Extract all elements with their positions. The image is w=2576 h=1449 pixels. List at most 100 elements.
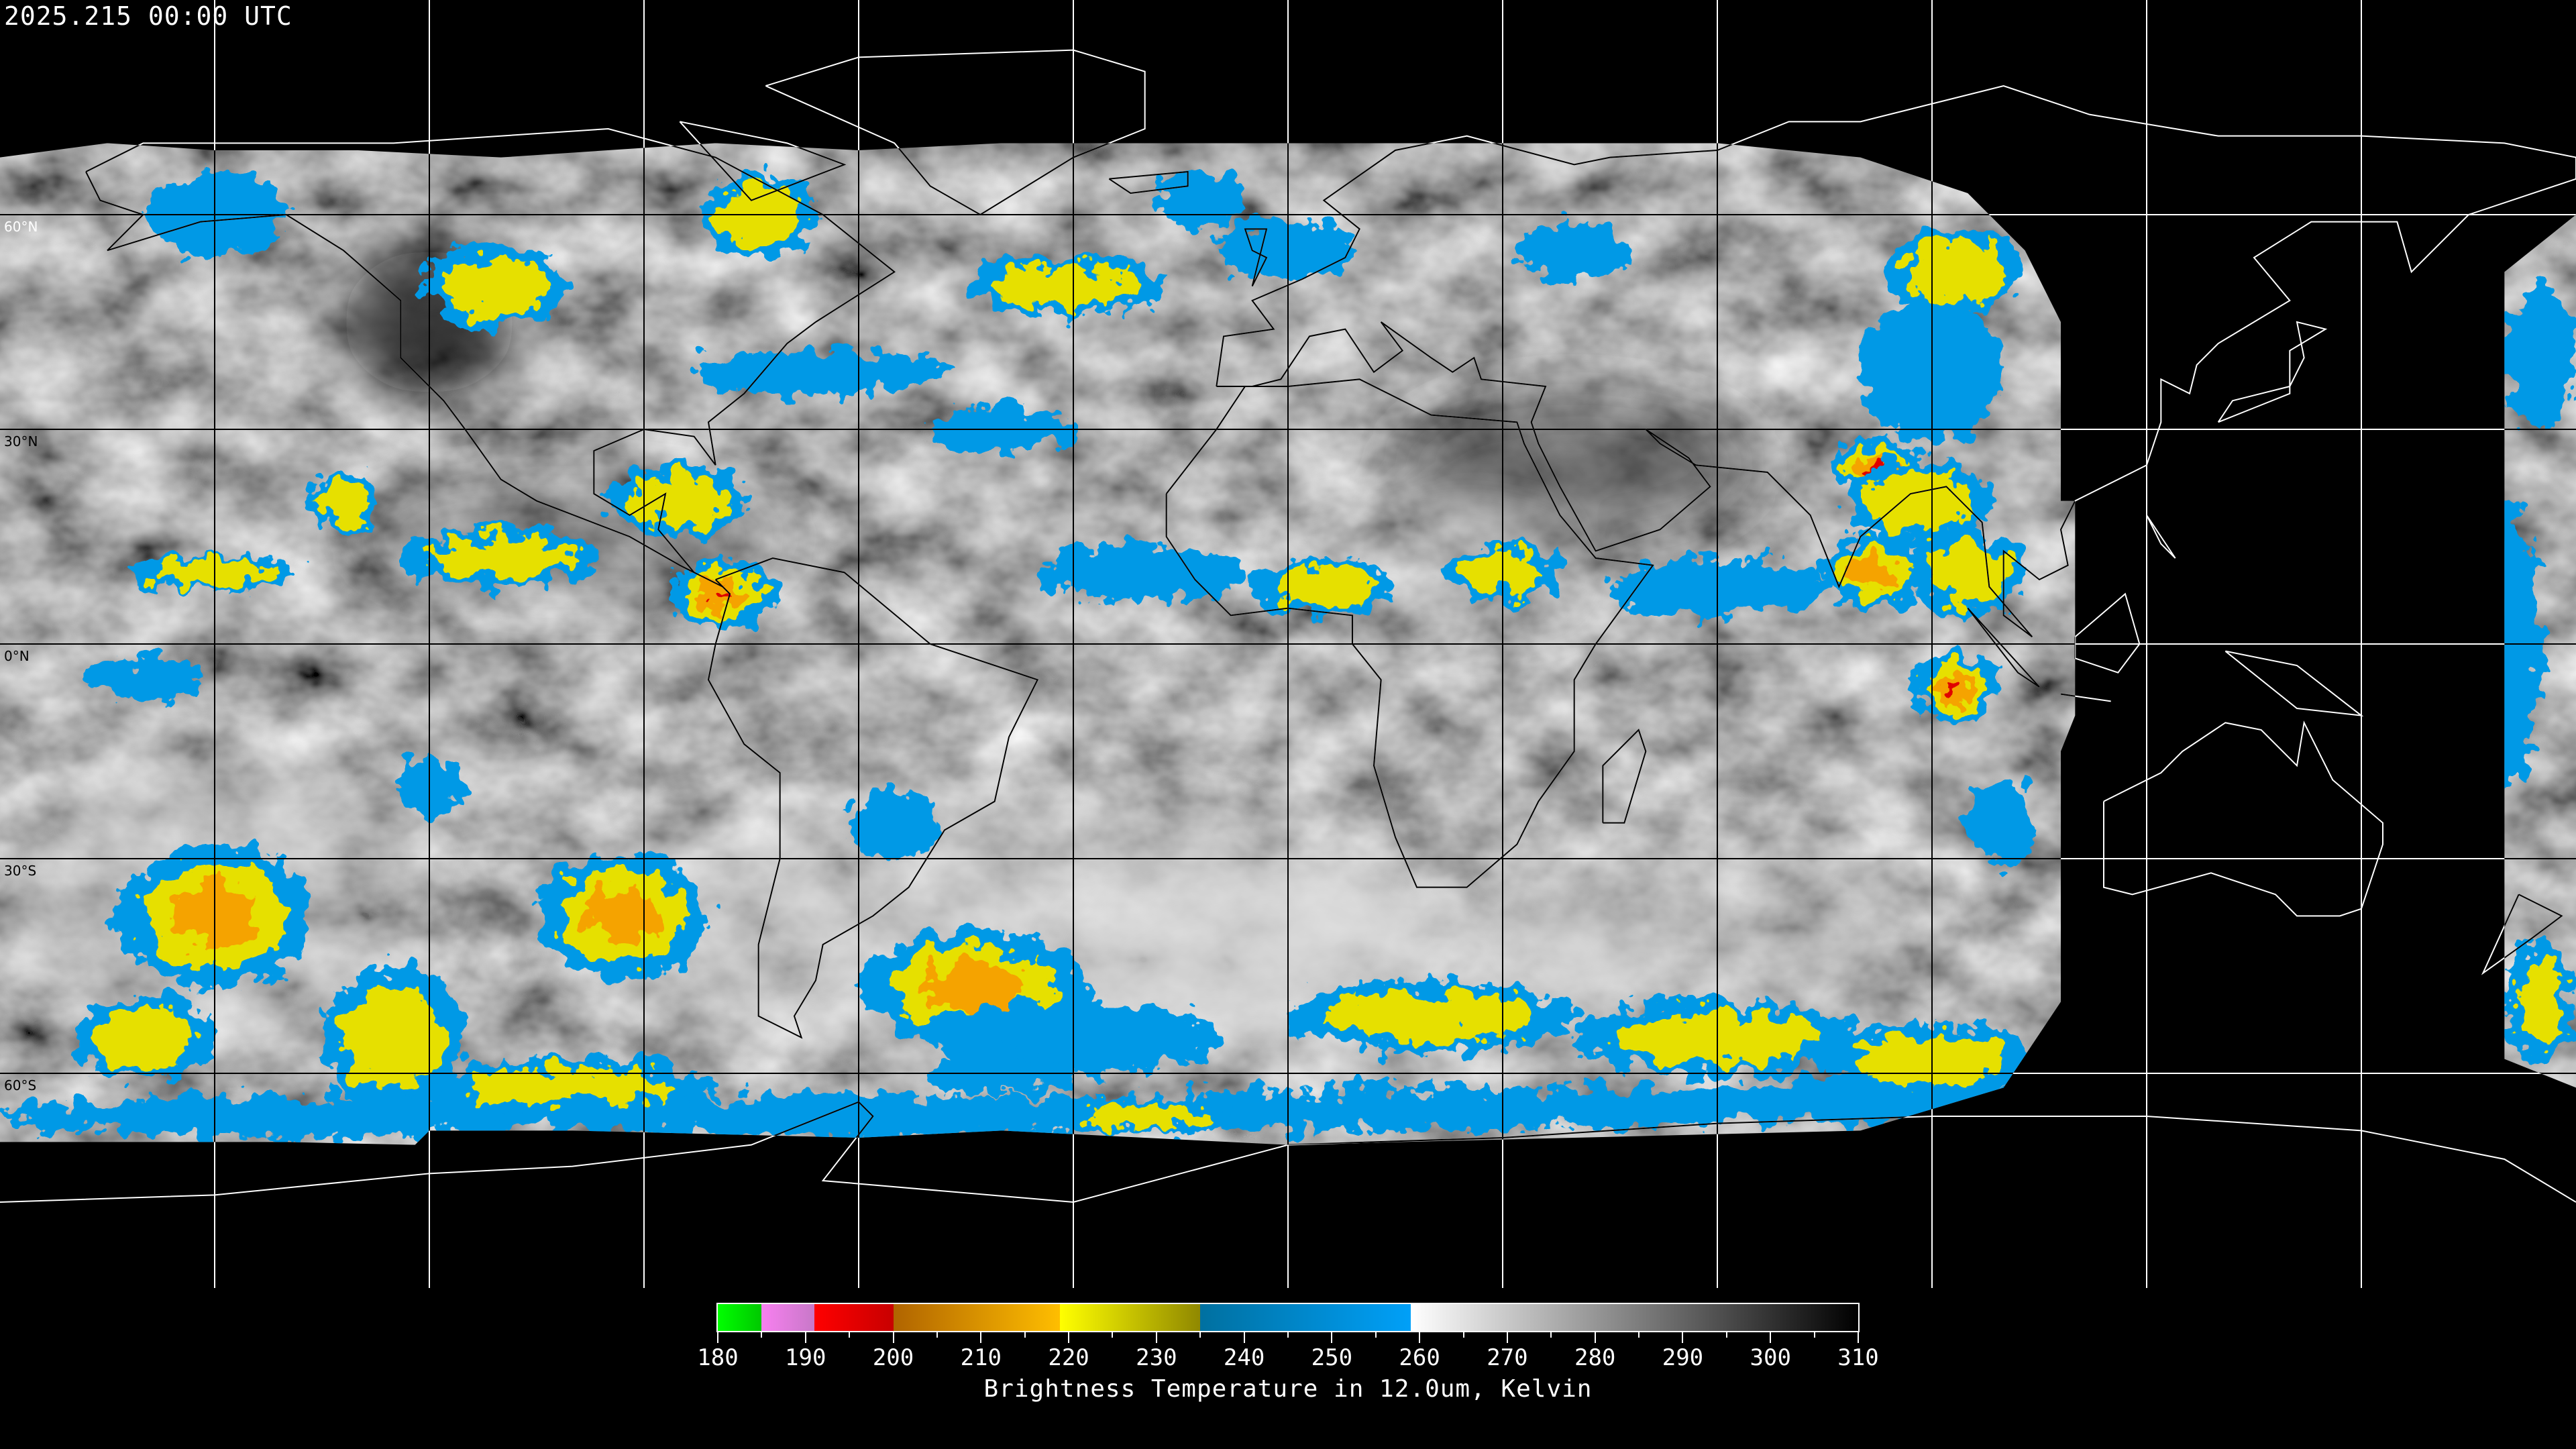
colorbar-tick [1024, 1332, 1026, 1338]
cloud-system [1902, 241, 2005, 303]
colorbar-tick [1243, 1332, 1245, 1343]
colorbar-tick [717, 1332, 718, 1343]
colorbar-segment [1411, 1304, 1858, 1331]
cloud-system [628, 475, 732, 527]
colorbar-tick [1813, 1332, 1815, 1338]
cloud-system [1866, 470, 1970, 532]
colorbar-tick [1419, 1332, 1421, 1343]
cloud-system [851, 787, 938, 859]
cloud-system [1159, 172, 1245, 229]
colorbar-tick-label: 280 [1574, 1344, 1616, 1371]
colorbar [716, 1303, 1860, 1332]
colorbar-tick [804, 1332, 806, 1343]
colorbar-tick-label: 210 [960, 1344, 1002, 1371]
coastline [708, 558, 1038, 1038]
cloud-system [1328, 990, 1534, 1042]
lat-label: 60°N [4, 219, 38, 235]
cloud-system [922, 962, 1024, 1013]
colorbar-tick-label: 290 [1662, 1344, 1704, 1371]
colorbar-tick [1155, 1332, 1157, 1343]
lat-label: 0°N [4, 648, 30, 664]
colorbar-tick [1682, 1332, 1684, 1343]
cloud-system [1272, 566, 1376, 608]
colorbar-tick [849, 1332, 851, 1338]
cloud-system [91, 1006, 195, 1069]
colorbar-title: Brightness Temperature in 12.0um, Kelvin [983, 1375, 1593, 1403]
coastline [2147, 515, 2176, 558]
lat-label: 60°S [4, 1077, 37, 1093]
colorbar-tick [1858, 1332, 1859, 1343]
cloud-system [1968, 780, 2039, 866]
colorbar-tick [1068, 1332, 1070, 1343]
colorbar-segment [761, 1304, 814, 1331]
lat-label: 30°N [4, 433, 38, 449]
colorbar-segment [718, 1304, 762, 1331]
colorbar-tick [980, 1332, 982, 1343]
coastline [2218, 322, 2326, 422]
colorbar-tick [1199, 1332, 1201, 1338]
colorbar-tick [1331, 1332, 1333, 1343]
coastline [765, 50, 1144, 215]
colorbar-tick-label: 240 [1223, 1344, 1265, 1371]
colorbar-tick [1638, 1332, 1640, 1338]
colorbar-tick-label: 230 [1136, 1344, 1177, 1371]
cloud-system [429, 537, 574, 579]
cloud-system [469, 1067, 676, 1109]
cloud-system [1083, 1103, 1207, 1130]
colorbar-tick [1287, 1332, 1289, 1338]
cloud-system [584, 888, 661, 945]
colorbar-segment [1060, 1304, 1201, 1331]
colorbar-tick-label: 200 [872, 1344, 914, 1371]
colorbar-tick [761, 1332, 763, 1338]
coastline [680, 121, 844, 200]
colorbar-tick [1462, 1332, 1464, 1338]
colorbar-tick [1112, 1332, 1114, 1338]
coastline [1245, 229, 1267, 286]
cloud-system [1517, 221, 1631, 279]
colorbar-tick [892, 1332, 894, 1343]
coastline [1968, 608, 2039, 687]
colorbar-tick [936, 1332, 938, 1338]
colorbar-tick-label: 250 [1311, 1344, 1353, 1371]
colorbar-tick [1550, 1332, 1552, 1338]
cloud-system [341, 985, 445, 1089]
coastline [1109, 172, 1187, 193]
colorbar-segment [814, 1304, 894, 1331]
cloud-system [1849, 556, 1900, 588]
coastline [2225, 651, 2361, 716]
coastline [1167, 379, 1653, 887]
colorbar-tick-label: 270 [1487, 1344, 1528, 1371]
coastline [2104, 722, 2383, 916]
cloud-system [994, 265, 1138, 307]
colorbar-tick [1770, 1332, 1772, 1343]
colorbar-segment [893, 1304, 1060, 1331]
timestamp: 2025.215 00:00 UTC [4, 1, 292, 31]
colorbar-tick [1375, 1332, 1377, 1338]
cloud-system [1946, 681, 1961, 693]
cloud-system [317, 480, 370, 522]
colorbar-tick [1594, 1332, 1596, 1343]
colorbar-tick-label: 180 [697, 1344, 739, 1371]
coastline [1603, 730, 1646, 823]
cloud-system [1037, 543, 1252, 601]
lat-label: 30°S [4, 863, 37, 879]
cloud-system [86, 658, 201, 702]
coastline [1216, 86, 2576, 637]
cloud-system [442, 255, 545, 317]
colorbar-tick-label: 190 [785, 1344, 826, 1371]
satellite-map [0, 0, 2576, 1288]
cloud-system [2514, 960, 2567, 1043]
colorbar-tick-label: 220 [1048, 1344, 1089, 1371]
colorbar-tick-label: 300 [1750, 1344, 1791, 1371]
cloud-system [2504, 286, 2576, 429]
cloud-system [1926, 541, 2009, 604]
cloud-system [1073, 1087, 1789, 1131]
coastline [86, 129, 894, 587]
cloud-system [694, 350, 952, 394]
colorbar-tick-label: 260 [1399, 1344, 1440, 1371]
colorbar-tick-label: 310 [1837, 1344, 1879, 1371]
colorbar-tick [1725, 1332, 1727, 1338]
colorbar-tick [1506, 1332, 1508, 1343]
colorbar-segment [1200, 1304, 1411, 1331]
coastline [0, 1102, 2576, 1202]
